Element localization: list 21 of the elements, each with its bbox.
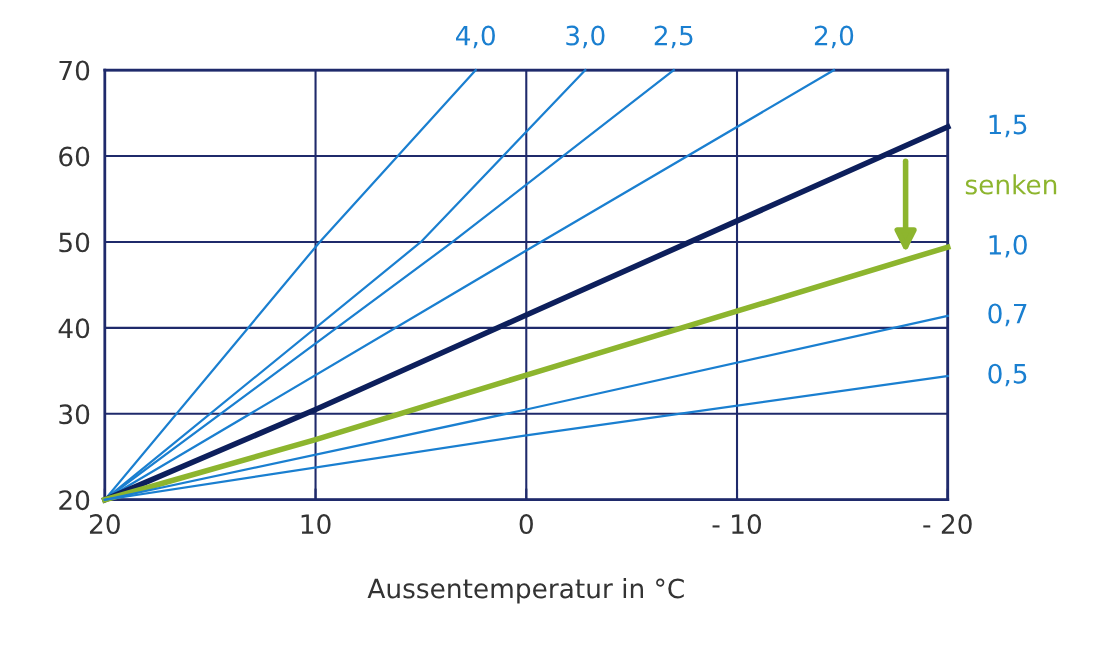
x-tick-label: 20 <box>89 514 120 535</box>
series-label: 2,0 <box>814 25 854 49</box>
y-tick-label: 60 <box>59 146 90 167</box>
x-axis-title: Aussentemperatur in °C <box>367 578 684 604</box>
series-label: 3,0 <box>566 25 605 49</box>
y-tick-label: 40 <box>58 318 90 339</box>
x-tick-label: - 20 <box>923 514 972 535</box>
y-tick-label: 20 <box>59 490 90 511</box>
x-tick-label: 0 <box>519 514 533 535</box>
series-label: 2,5 <box>654 25 693 49</box>
series-label: 4,0 <box>456 25 495 49</box>
series-label: 0,7 <box>988 303 1027 327</box>
y-tick-label: 50 <box>59 232 90 253</box>
text: senken <box>965 174 1057 195</box>
y-tick-label: 70 <box>59 60 90 81</box>
x-tick-label: 10 <box>301 514 331 535</box>
series-label: 0,5 <box>988 363 1027 387</box>
y-tick-label: 30 <box>59 404 90 425</box>
series-label: 1,0 <box>989 234 1027 258</box>
x-tick-label: - 10 <box>712 514 762 535</box>
series-label: 1,5 <box>989 114 1027 138</box>
